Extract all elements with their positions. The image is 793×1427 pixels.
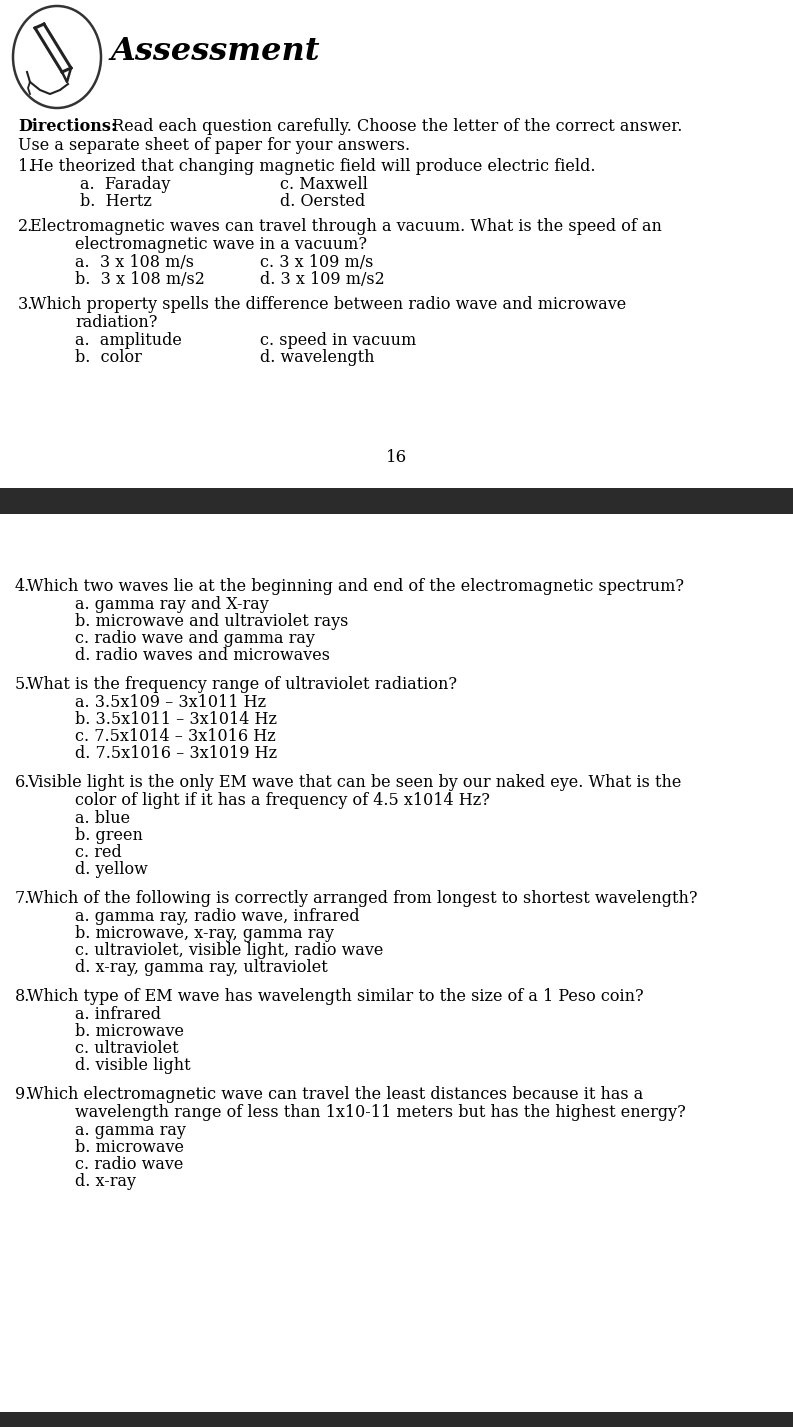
- Text: b. 3.5x1011 – 3x1014 Hz: b. 3.5x1011 – 3x1014 Hz: [75, 711, 277, 728]
- Text: color of light if it has a frequency of 4.5 x1014 Hz?: color of light if it has a frequency of …: [75, 792, 490, 809]
- Text: d. 3 x 109 m/s2: d. 3 x 109 m/s2: [260, 271, 385, 288]
- Text: radiation?: radiation?: [75, 314, 157, 331]
- Text: b. microwave, x-ray, gamma ray: b. microwave, x-ray, gamma ray: [75, 925, 334, 942]
- Text: b.  Hertz: b. Hertz: [80, 193, 152, 210]
- Text: 16: 16: [385, 450, 407, 467]
- Text: What is the frequency range of ultraviolet radiation?: What is the frequency range of ultraviol…: [27, 676, 457, 694]
- Text: 4.: 4.: [15, 578, 30, 595]
- Text: c. radio wave: c. radio wave: [75, 1156, 183, 1173]
- Text: 2.: 2.: [18, 218, 33, 235]
- Bar: [0, 1411, 793, 1427]
- Text: d. visible light: d. visible light: [75, 1057, 190, 1075]
- Text: a.  Faraday: a. Faraday: [80, 176, 170, 193]
- Text: c. 7.5x1014 – 3x1016 Hz: c. 7.5x1014 – 3x1016 Hz: [75, 728, 276, 745]
- Text: d. Oersted: d. Oersted: [280, 193, 366, 210]
- Text: c. speed in vacuum: c. speed in vacuum: [260, 332, 416, 350]
- Text: b. green: b. green: [75, 828, 143, 843]
- Text: Which two waves lie at the beginning and end of the electromagnetic spectrum?: Which two waves lie at the beginning and…: [27, 578, 684, 595]
- Text: b. microwave and ultraviolet rays: b. microwave and ultraviolet rays: [75, 614, 348, 629]
- Text: electromagnetic wave in a vacuum?: electromagnetic wave in a vacuum?: [75, 235, 367, 253]
- Text: Visible light is the only EM wave that can be seen by our naked eye. What is the: Visible light is the only EM wave that c…: [27, 773, 681, 791]
- Bar: [0, 488, 793, 514]
- Text: d. x-ray, gamma ray, ultraviolet: d. x-ray, gamma ray, ultraviolet: [75, 959, 328, 976]
- Text: 7.: 7.: [15, 890, 30, 908]
- Text: a. gamma ray: a. gamma ray: [75, 1122, 186, 1139]
- Text: Which property spells the difference between radio wave and microwave: Which property spells the difference bet…: [30, 295, 626, 313]
- Text: He theorized that changing magnetic field will produce electric field.: He theorized that changing magnetic fiel…: [30, 158, 596, 176]
- Text: a. infrared: a. infrared: [75, 1006, 161, 1023]
- Text: d. radio waves and microwaves: d. radio waves and microwaves: [75, 646, 330, 664]
- Text: a. gamma ray, radio wave, infrared: a. gamma ray, radio wave, infrared: [75, 908, 359, 925]
- Text: wavelength range of less than 1x10-11 meters but has the highest energy?: wavelength range of less than 1x10-11 me…: [75, 1104, 686, 1122]
- Text: Which electromagnetic wave can travel the least distances because it has a: Which electromagnetic wave can travel th…: [27, 1086, 643, 1103]
- Text: c. red: c. red: [75, 843, 122, 860]
- Text: Which type of EM wave has wavelength similar to the size of a 1 Peso coin?: Which type of EM wave has wavelength sim…: [27, 987, 644, 1005]
- Text: c. radio wave and gamma ray: c. radio wave and gamma ray: [75, 629, 315, 646]
- Text: c. Maxwell: c. Maxwell: [280, 176, 368, 193]
- Text: a.  amplitude: a. amplitude: [75, 332, 182, 350]
- Text: b.  color: b. color: [75, 350, 142, 365]
- Text: b. microwave: b. microwave: [75, 1139, 184, 1156]
- Text: c. ultraviolet: c. ultraviolet: [75, 1040, 178, 1057]
- Text: 9.: 9.: [15, 1086, 30, 1103]
- Text: d. yellow: d. yellow: [75, 860, 147, 878]
- Text: Assessment: Assessment: [110, 37, 320, 67]
- Text: 3.: 3.: [18, 295, 33, 313]
- Text: Read each question carefully. Choose the letter of the correct answer.: Read each question carefully. Choose the…: [107, 118, 682, 136]
- Text: c. ultraviolet, visible light, radio wave: c. ultraviolet, visible light, radio wav…: [75, 942, 383, 959]
- Text: a.  3 x 108 m/s: a. 3 x 108 m/s: [75, 254, 194, 271]
- Text: c. 3 x 109 m/s: c. 3 x 109 m/s: [260, 254, 374, 271]
- Text: 6.: 6.: [15, 773, 30, 791]
- Text: 1.: 1.: [18, 158, 33, 176]
- Text: Electromagnetic waves can travel through a vacuum. What is the speed of an: Electromagnetic waves can travel through…: [30, 218, 662, 235]
- Text: d. 7.5x1016 – 3x1019 Hz: d. 7.5x1016 – 3x1019 Hz: [75, 745, 277, 762]
- Text: Which of the following is correctly arranged from longest to shortest wavelength: Which of the following is correctly arra…: [27, 890, 698, 908]
- Text: a. 3.5x109 – 3x1011 Hz: a. 3.5x109 – 3x1011 Hz: [75, 694, 266, 711]
- Text: 8.: 8.: [15, 987, 30, 1005]
- Text: Use a separate sheet of paper for your answers.: Use a separate sheet of paper for your a…: [18, 137, 410, 154]
- Text: Directions:: Directions:: [18, 118, 117, 136]
- Text: d. wavelength: d. wavelength: [260, 350, 374, 365]
- Text: b.  3 x 108 m/s2: b. 3 x 108 m/s2: [75, 271, 205, 288]
- Text: b. microwave: b. microwave: [75, 1023, 184, 1040]
- Text: a. blue: a. blue: [75, 811, 130, 828]
- Text: 5.: 5.: [15, 676, 30, 694]
- Text: d. x-ray: d. x-ray: [75, 1173, 136, 1190]
- Text: a. gamma ray and X-ray: a. gamma ray and X-ray: [75, 596, 269, 614]
